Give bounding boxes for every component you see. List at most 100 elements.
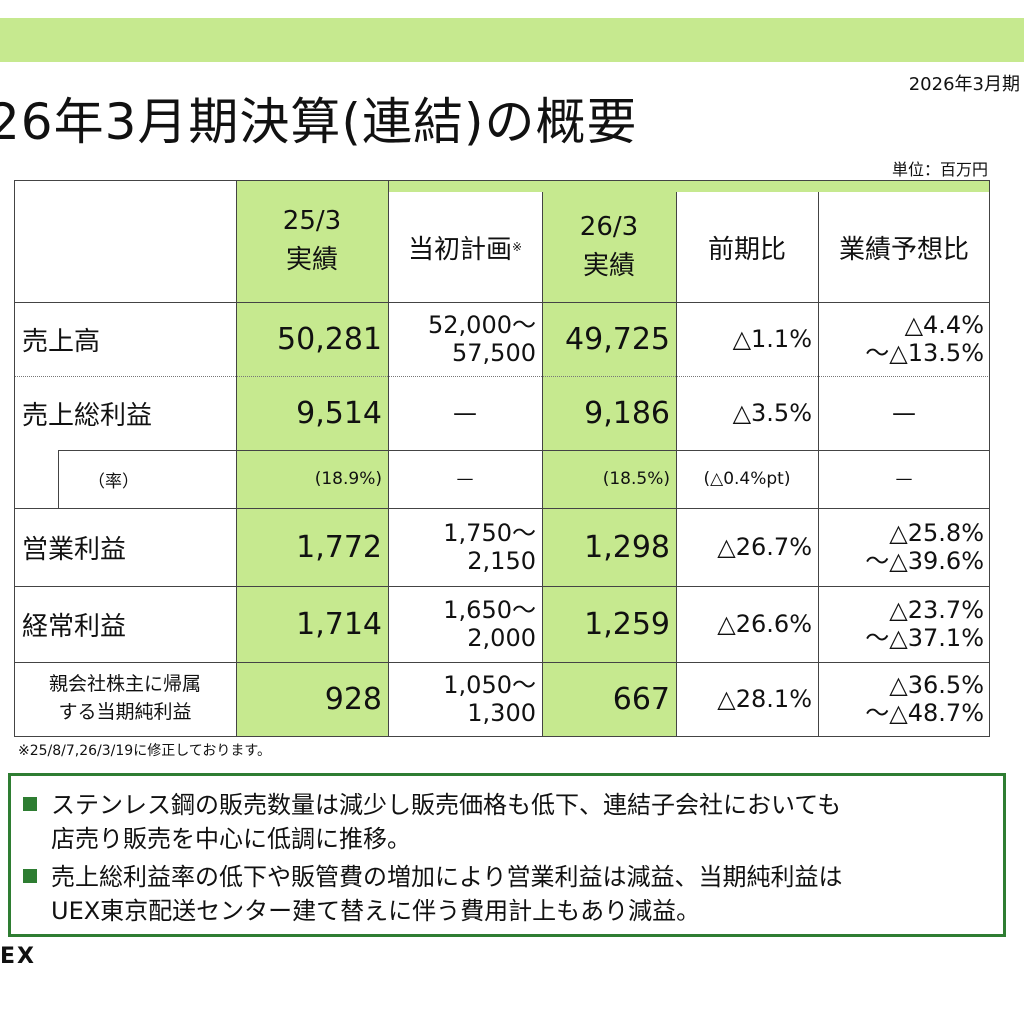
net-25: 928 bbox=[324, 681, 382, 717]
grid-line bbox=[818, 192, 819, 736]
footnote: ※25/8/7,26/3/19に修正しております。 bbox=[18, 743, 271, 759]
row-label-gross: 売上総利益 bbox=[22, 400, 153, 431]
row-label-sales: 売上高 bbox=[22, 326, 101, 357]
grid-line bbox=[236, 180, 237, 736]
page-title: 26年3月期決算(連結)の概要 bbox=[0, 93, 638, 151]
gross-25: 9,514 bbox=[296, 395, 382, 431]
ordinary-yoy: △26.6% bbox=[717, 610, 812, 638]
grid-line bbox=[14, 662, 990, 663]
grid-line bbox=[58, 450, 59, 508]
rate-26: (18.5%) bbox=[602, 469, 670, 489]
unit-label: 単位：百万円 bbox=[891, 160, 988, 179]
grid-line bbox=[989, 192, 990, 736]
grid-line bbox=[542, 192, 543, 736]
ordinary-forecast: △23.7% ～△37.1% bbox=[818, 586, 990, 662]
row-label-ordinary: 経常利益 bbox=[22, 611, 127, 642]
operating-26: 1,298 bbox=[584, 529, 670, 565]
grid-line bbox=[14, 180, 388, 181]
grid-line bbox=[14, 508, 990, 509]
ordinary-forecast-line1: △23.7% bbox=[889, 595, 984, 624]
header-forecast: 業績予想比 bbox=[838, 234, 969, 265]
header-plan-mark: ※ bbox=[511, 240, 523, 254]
summary-note-1: ステンレス鋼の販売数量は減少し販売価格も低下、連結子会社においても 店売り販売を… bbox=[23, 788, 841, 856]
header-25-actual: 25/3 実績 bbox=[236, 180, 388, 302]
grid-line bbox=[14, 586, 990, 587]
sales-yoy: △1.1% bbox=[732, 325, 812, 353]
sales-plan-line2: 57,500 bbox=[452, 339, 536, 367]
sales-plan: 52,000～ 57,500 bbox=[388, 302, 542, 376]
sales-25: 50,281 bbox=[277, 321, 382, 357]
grid-line bbox=[58, 450, 990, 451]
square-bullet-icon bbox=[23, 869, 37, 883]
header-26-actual: 26/3 実績 bbox=[542, 192, 676, 302]
note-2-line1: 売上総利益率の低下や販管費の増加により営業利益は減益、当期純利益は bbox=[51, 863, 843, 891]
sales-plan-line1: 52,000～ bbox=[428, 310, 536, 339]
column-25-bg bbox=[236, 180, 388, 736]
fiscal-period-label: 2026年3月期 bbox=[908, 74, 1020, 95]
note-1-line1: ステンレス鋼の販売数量は減少し販売価格も低下、連結子会社においても bbox=[51, 791, 842, 819]
summary-box: ステンレス鋼の販売数量は減少し販売価格も低下、連結子会社においても 店売り販売を… bbox=[8, 773, 1006, 937]
operating-plan-line1: 1,750～ bbox=[443, 518, 536, 547]
note-2-line2: UEX東京配送センター建て替えに伴う費用計上もあり減益。 bbox=[51, 897, 701, 925]
company-logo: EX bbox=[0, 944, 36, 969]
net-plan-line2: 1,300 bbox=[467, 699, 536, 727]
rate-forecast: — bbox=[895, 469, 913, 489]
row-label-rate: （率） bbox=[88, 471, 139, 492]
grid-line bbox=[14, 736, 990, 737]
sales-forecast: △4.4% ～△13.5% bbox=[818, 302, 990, 376]
results-table: 25/3 実績 当初計画 ※ 26/3 実績 前期比 業績予想比 売上高 50,2… bbox=[14, 180, 990, 737]
header-accent-strip bbox=[388, 180, 990, 192]
net-forecast: △36.5% ～△48.7% bbox=[818, 662, 990, 736]
ordinary-25: 1,714 bbox=[296, 606, 382, 642]
rate-plan: — bbox=[456, 469, 474, 489]
header-25-line2: 実績 bbox=[285, 245, 338, 275]
gross-forecast: — bbox=[892, 399, 916, 427]
operating-forecast: △25.8% ～△39.6% bbox=[818, 508, 990, 586]
header-plan-text: 当初計画 bbox=[407, 234, 512, 265]
square-bullet-icon bbox=[23, 797, 37, 811]
net-26: 667 bbox=[612, 681, 670, 717]
operating-forecast-line1: △25.8% bbox=[889, 518, 984, 547]
note-1-line2: 店売り販売を中心に低調に推移。 bbox=[51, 825, 411, 853]
header-initial-plan: 当初計画 ※ bbox=[388, 192, 542, 302]
header-25-line1: 25/3 bbox=[282, 206, 342, 236]
operating-forecast-line2: ～△39.6% bbox=[865, 547, 984, 575]
top-banner bbox=[0, 18, 1024, 62]
header-26-line2: 実績 bbox=[582, 251, 635, 281]
summary-note-2: 売上総利益率の低下や販管費の増加により営業利益は減益、当期純利益は UEX東京配… bbox=[23, 860, 843, 928]
grid-line bbox=[14, 180, 15, 736]
gross-26: 9,186 bbox=[584, 395, 670, 431]
gross-yoy: △3.5% bbox=[732, 399, 812, 427]
gross-plan: — bbox=[453, 399, 477, 427]
sales-forecast-line2: ～△13.5% bbox=[865, 339, 984, 367]
operating-yoy: △26.7% bbox=[717, 533, 812, 561]
ordinary-plan-line1: 1,650～ bbox=[443, 595, 536, 624]
net-label-line1: 親会社株主に帰属 bbox=[48, 673, 201, 696]
ordinary-plan-line2: 2,000 bbox=[467, 624, 536, 652]
net-forecast-line2: ～△48.7% bbox=[865, 699, 984, 727]
grid-line bbox=[676, 192, 677, 736]
ordinary-26: 1,259 bbox=[584, 606, 670, 642]
rate-25: (18.9%) bbox=[314, 469, 382, 489]
grid-line bbox=[388, 180, 389, 736]
row-label-net: 親会社株主に帰属 する当期純利益 bbox=[14, 662, 236, 736]
ordinary-plan: 1,650～ 2,000 bbox=[388, 586, 542, 662]
operating-25: 1,772 bbox=[296, 529, 382, 565]
net-plan-line1: 1,050～ bbox=[443, 670, 536, 699]
sales-26: 49,725 bbox=[565, 321, 670, 357]
operating-plan-line2: 2,150 bbox=[467, 547, 536, 575]
grid-line bbox=[14, 376, 990, 377]
net-label-line2: する当期純利益 bbox=[58, 701, 192, 723]
header-26-line1: 26/3 bbox=[579, 212, 639, 242]
ordinary-forecast-line2: ～△37.1% bbox=[865, 624, 984, 652]
sales-forecast-line1: △4.4% bbox=[904, 310, 984, 339]
net-yoy: △28.1% bbox=[717, 685, 812, 713]
rate-yoy: (△0.4%pt) bbox=[703, 469, 791, 489]
net-plan: 1,050～ 1,300 bbox=[388, 662, 542, 736]
net-forecast-line1: △36.5% bbox=[889, 670, 984, 699]
row-label-operating: 営業利益 bbox=[22, 534, 127, 565]
operating-plan: 1,750～ 2,150 bbox=[388, 508, 542, 586]
column-26-bg bbox=[542, 192, 676, 736]
grid-line bbox=[14, 302, 990, 303]
header-yoy: 前期比 bbox=[707, 234, 786, 265]
